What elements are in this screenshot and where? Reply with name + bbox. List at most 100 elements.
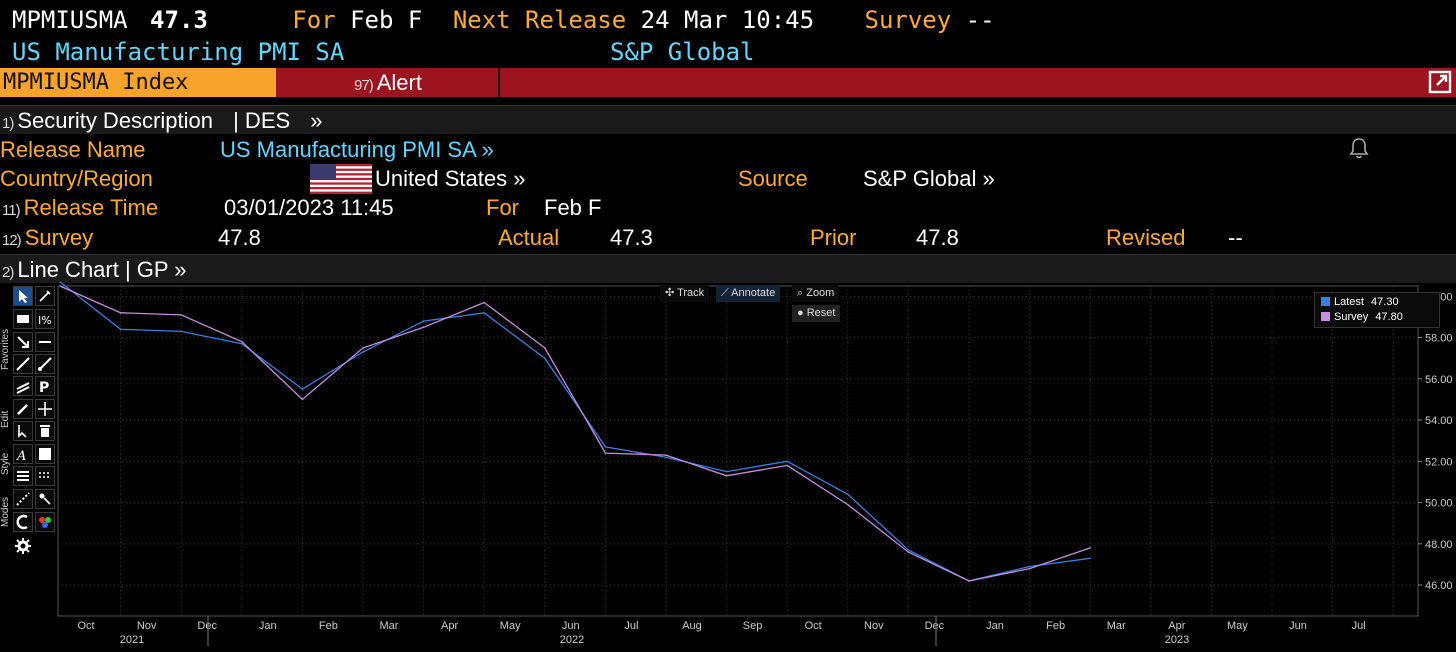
y-tick-label: 46.00 xyxy=(1425,580,1453,592)
source-label: Source xyxy=(738,166,808,191)
legend-value-latest: 47.30 xyxy=(1371,296,1399,308)
section-number: 1) xyxy=(2,115,14,132)
series-line-survey xyxy=(59,285,1091,582)
series-line-latest xyxy=(59,282,1091,582)
security-tab[interactable]: MPMIUSMA Index xyxy=(0,68,276,97)
release-time-row[interactable]: 11) Release Time xyxy=(2,194,158,222)
detail-survey-label: Survey xyxy=(24,225,94,250)
color-palette-icon[interactable] xyxy=(35,512,55,532)
arrow-tool-icon[interactable] xyxy=(13,332,33,352)
actual-label: Actual xyxy=(498,225,560,250)
fill-color-icon[interactable] xyxy=(35,444,55,464)
horizontal-line-tool-icon[interactable] xyxy=(35,332,55,352)
data-point-survey xyxy=(422,326,425,329)
alert-button[interactable]: 97) Alert xyxy=(278,68,500,97)
ticker: MPMIUSMA xyxy=(12,6,128,34)
trend-line-tool-icon[interactable] xyxy=(13,354,33,374)
rectangle-tool-icon[interactable] xyxy=(13,309,33,329)
legend-item-latest[interactable]: Latest 47.30 xyxy=(1321,295,1399,309)
line-chart-bar[interactable]: 2) Line Chart | GP » xyxy=(0,254,1456,283)
data-point-latest xyxy=(1028,565,1031,568)
country-link[interactable]: United States » xyxy=(375,166,526,191)
data-point-survey xyxy=(786,464,788,467)
channel-tool-icon[interactable] xyxy=(13,376,33,396)
detail-for-value: Feb F xyxy=(544,195,602,220)
settings-gear-icon[interactable] xyxy=(13,536,33,556)
annotate-label: Annotate xyxy=(731,287,776,299)
header-line-2: US Manufacturing PMI SA S&P Global xyxy=(12,38,755,66)
section-arrow: » xyxy=(310,108,323,133)
next-release-value: 24 Mar 10:45 xyxy=(640,6,815,34)
x-tick-label: Jan xyxy=(986,620,1004,632)
release-time-label: Release Time xyxy=(23,195,159,220)
bell-icon[interactable] xyxy=(1348,136,1370,160)
trash-icon[interactable] xyxy=(35,421,55,441)
country-label: Country/Region xyxy=(0,166,153,191)
font-tool-icon[interactable]: A xyxy=(13,444,33,464)
data-point-latest xyxy=(725,470,728,473)
y-tick-label: 54.00 xyxy=(1425,415,1453,427)
select-tool-icon[interactable] xyxy=(13,421,33,441)
data-point-survey xyxy=(1089,547,1091,549)
security-title: US Manufacturing PMI SA xyxy=(12,38,345,66)
x-tick-label: Nov xyxy=(864,620,884,632)
x-tick-label: Apr xyxy=(441,620,458,632)
toolbar-tab-favorites[interactable]: Favorites xyxy=(0,328,11,370)
x-tick-label: Oct xyxy=(77,620,94,632)
node-tool-icon[interactable] xyxy=(35,489,55,509)
data-point-survey xyxy=(544,347,546,349)
year-label: 2023 xyxy=(1165,634,1189,646)
text-tool-icon[interactable]: P xyxy=(35,376,55,396)
reset-button[interactable]: ● Reset xyxy=(792,305,841,322)
annotate-button[interactable]: ⟋ Annotate xyxy=(716,285,781,302)
chart-legend[interactable]: Latest 47.30 Survey 47.80 xyxy=(1314,292,1440,328)
toolbar-tab-style[interactable]: Style xyxy=(0,452,11,476)
x-tick-label: Nov xyxy=(137,620,157,632)
svg-text:P: P xyxy=(39,380,49,395)
move-tool-icon[interactable] xyxy=(35,399,55,419)
line-chart[interactable]: 46.0048.0050.0052.0054.0056.0058.0060.00… xyxy=(0,282,1456,652)
annotate-tool-icon[interactable] xyxy=(35,286,55,306)
percent-tool-icon[interactable]: I% xyxy=(35,309,55,329)
pointer-tool-icon[interactable] xyxy=(13,286,33,306)
data-point-survey xyxy=(968,580,970,582)
toolbar-tab-modes[interactable]: Modes xyxy=(0,497,11,528)
for-label: For xyxy=(292,6,336,34)
toolbar-tab-edit[interactable]: Edit xyxy=(0,410,11,428)
x-tick-label: Feb xyxy=(1046,620,1065,632)
release-name-link[interactable]: US Manufacturing PMI SA » xyxy=(220,137,494,162)
data-point-survey xyxy=(59,285,61,287)
crescent-mode-icon[interactable] xyxy=(13,512,33,532)
legend-value-survey: 47.80 xyxy=(1375,311,1403,323)
header-line-1: MPMIUSMA 47.3 For Feb F Next Release 24 … xyxy=(12,6,995,34)
year-label: 2022 xyxy=(560,634,584,646)
data-point-survey xyxy=(725,474,728,477)
x-tick-label: Dec xyxy=(197,620,217,632)
release-name-label: Release Name xyxy=(0,137,146,162)
pencil-tool-icon[interactable] xyxy=(13,399,33,419)
year-label: 2021 xyxy=(120,634,144,646)
revised-value: -- xyxy=(1228,225,1243,250)
data-point-survey xyxy=(301,398,304,401)
legend-item-survey[interactable]: Survey 47.80 xyxy=(1321,310,1403,324)
zoom-button[interactable]: ⌕ Zoom xyxy=(792,285,840,302)
us-flag-icon xyxy=(310,164,372,194)
security-description-bar[interactable]: 1) Security Description | DES » xyxy=(0,105,1456,134)
line-weight-icon[interactable] xyxy=(13,466,33,486)
ray-tool-icon[interactable] xyxy=(35,354,55,374)
expand-icon[interactable] xyxy=(1428,70,1452,94)
svg-text:I%: I% xyxy=(38,314,52,327)
y-tick-label: 56.00 xyxy=(1425,374,1453,386)
line-style-icon[interactable] xyxy=(35,466,55,486)
detail-survey-value: 47.8 xyxy=(218,225,261,250)
y-tick-label: 48.00 xyxy=(1425,539,1453,551)
dotted-line-icon[interactable] xyxy=(13,489,33,509)
survey-row[interactable]: 12) Survey xyxy=(2,224,93,252)
release-time-number: 11) xyxy=(2,202,21,219)
data-point-survey xyxy=(665,454,667,456)
source-link[interactable]: S&P Global » xyxy=(863,166,995,191)
track-button[interactable]: ✣ Track xyxy=(660,285,710,302)
chart-section-title: Line Chart | GP » xyxy=(17,257,187,282)
for-value: Feb F xyxy=(350,6,423,34)
next-release-label: Next Release xyxy=(452,6,627,34)
